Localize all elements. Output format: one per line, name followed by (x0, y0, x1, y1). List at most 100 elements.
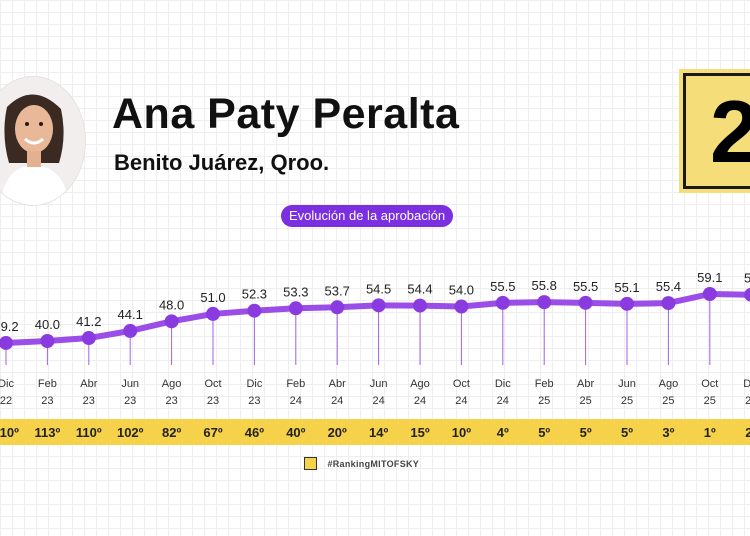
candidate-name: Ana Paty Peralta (112, 90, 460, 138)
rank-label: 4º (497, 425, 509, 440)
rank-label: 5º (580, 425, 592, 440)
x-tick-year: 25 (745, 395, 750, 407)
x-tick-year: 24 (372, 395, 384, 407)
x-tick-year: 23 (83, 395, 95, 407)
data-point (330, 300, 345, 315)
rank-label: 5º (621, 425, 633, 440)
x-tick-month: Dic (0, 378, 14, 390)
x-tick-year: 23 (124, 395, 136, 407)
data-point (40, 334, 55, 348)
x-tick-month: Abr (80, 378, 97, 390)
x-tick-month: Dic (743, 378, 750, 390)
candidate-photo (0, 76, 86, 206)
value-label: 48.0 (159, 297, 184, 312)
value-label: 53.3 (283, 284, 308, 299)
data-point (537, 295, 552, 310)
x-tick-month: Oct (453, 378, 470, 390)
x-tick-year: 24 (290, 395, 302, 407)
rank-label: 5º (538, 425, 550, 440)
x-tick-month: Jun (618, 378, 636, 390)
x-tick-year: 25 (579, 395, 591, 407)
legend-label: #RankingMITOFSKY (327, 458, 420, 469)
rank-label: 110º (0, 425, 19, 440)
x-tick-month: Ago (659, 378, 679, 390)
data-point (744, 287, 750, 302)
legend: #RankingMITOFSKY (304, 455, 420, 471)
candidate-location: Benito Juárez, Qroo. (114, 150, 330, 175)
x-tick-year: 24 (414, 395, 426, 407)
value-label: 59.1 (697, 270, 722, 285)
data-point (288, 301, 303, 316)
x-tick-month: Oct (701, 378, 718, 390)
rank-label: 102º (117, 425, 144, 440)
x-tick-month: Abr (577, 378, 594, 390)
x-tick-month: Dic (246, 378, 262, 390)
x-tick-year: 22 (0, 395, 12, 407)
x-tick-year: 23 (207, 395, 219, 407)
rank-label: 40º (286, 425, 305, 440)
x-tick-year: 24 (497, 395, 509, 407)
rank-label: 46º (245, 425, 264, 440)
value-label: 41.2 (76, 314, 101, 329)
x-tick-month: Jun (121, 378, 139, 390)
rank-badge: 2 (683, 73, 750, 189)
value-label: 39.2 (0, 319, 19, 334)
data-point (123, 323, 138, 338)
x-tick-year: 23 (165, 395, 177, 407)
x-tick-year: 25 (662, 395, 674, 407)
x-tick-year: 24 (455, 395, 467, 407)
x-tick-year: 25 (704, 395, 716, 407)
x-tick-month: Ago (162, 378, 182, 390)
data-point (495, 295, 510, 310)
value-label: 55.8 (532, 278, 557, 293)
data-point (206, 306, 220, 321)
x-tick-month: Jun (370, 378, 388, 390)
rank-label: 67º (203, 425, 222, 440)
x-tick-month: Feb (38, 378, 57, 390)
x-tick-year: 23 (248, 395, 260, 407)
x-tick-month: Ago (410, 378, 430, 390)
value-label: 51.0 (200, 290, 225, 305)
rank-label: 2º (745, 425, 750, 440)
value-label: 52.3 (242, 287, 267, 302)
value-label: 40.0 (35, 317, 60, 332)
legend-swatch (304, 457, 317, 471)
value-label: 44.1 (118, 307, 143, 322)
x-tick-year: 25 (538, 395, 550, 407)
value-label: 55.4 (656, 279, 681, 294)
rank-label: 113º (35, 425, 61, 440)
x-tick-month: Feb (535, 378, 554, 390)
data-point (578, 295, 593, 310)
rank-label: 15º (410, 425, 429, 440)
x-tick-month: Feb (286, 378, 305, 390)
x-tick-year: 24 (331, 395, 343, 407)
value-label: 55.5 (490, 279, 515, 294)
x-tick-month: Dic (495, 378, 511, 390)
data-point (620, 296, 634, 311)
value-label: 55.1 (614, 280, 639, 295)
rank-label: 110º (76, 425, 102, 440)
rank-label: 14º (369, 425, 388, 440)
x-tick-month: Abr (329, 378, 346, 390)
rank-band (0, 419, 750, 445)
value-label: 53.7 (325, 283, 350, 298)
x-tick-month: Oct (204, 378, 221, 390)
data-point (702, 287, 717, 301)
portrait-image (0, 77, 85, 205)
value-label: 54.5 (366, 281, 391, 296)
value-label: 58 (744, 271, 750, 286)
rank-badge-number: 2 (710, 82, 750, 181)
rank-label: 1º (704, 425, 716, 440)
data-point (413, 298, 427, 313)
rank-label: 3º (662, 425, 674, 440)
data-point (0, 335, 13, 350)
rank-label: 10º (452, 425, 471, 440)
value-label: 55.5 (573, 279, 598, 294)
data-point (454, 299, 469, 314)
value-label: 54.4 (407, 282, 432, 297)
x-tick-year: 23 (41, 395, 53, 407)
data-point (661, 296, 676, 311)
chart-title-pill: Evolución de la aprobación (281, 205, 454, 227)
data-point (164, 314, 179, 329)
